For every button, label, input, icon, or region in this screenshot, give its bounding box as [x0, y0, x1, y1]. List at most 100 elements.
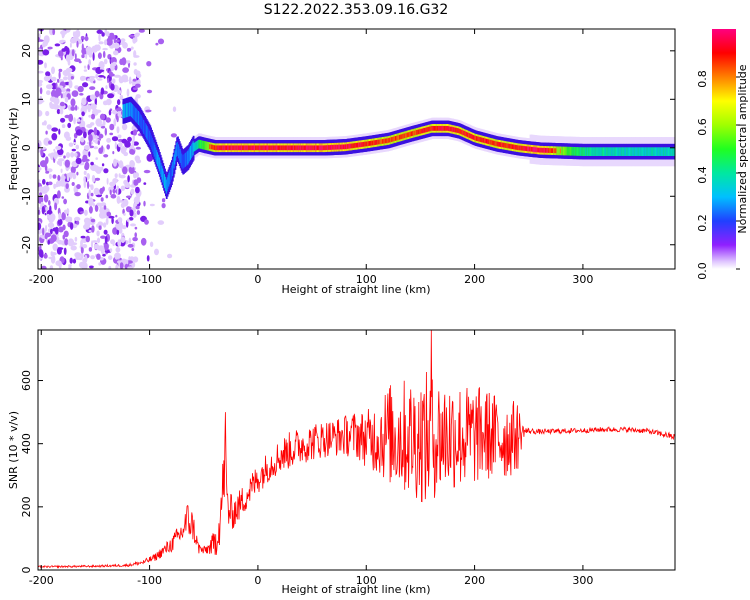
ridge-core	[425, 127, 428, 133]
noise-speckle	[65, 183, 69, 190]
ridge-core	[403, 133, 406, 139]
noise-speckle	[149, 203, 155, 207]
colorbar-label: Normalized spectral amplitude	[736, 64, 749, 233]
noise-speckle	[74, 152, 78, 157]
noise-speckle	[149, 241, 154, 248]
noise-speckle	[73, 117, 76, 125]
noise-speckle	[61, 124, 66, 129]
noise-speckle	[85, 235, 91, 243]
noise-speckle	[112, 109, 118, 115]
noise-speckle	[128, 256, 131, 262]
noise-speckle	[111, 216, 114, 225]
noise-speckle	[94, 204, 99, 212]
noise-speckle	[50, 266, 53, 269]
noise-speckle	[117, 134, 122, 139]
noise-speckle	[59, 108, 64, 115]
noise-speckle	[106, 211, 112, 217]
ridge-mid	[572, 146, 575, 156]
ridge-mid	[650, 147, 653, 156]
noise-speckle	[114, 255, 119, 260]
noise-speckle	[126, 218, 130, 223]
colorbar-ticks: 0.0 0.2 0.4 0.6 0.8	[696, 70, 740, 280]
ridge-core	[503, 142, 506, 148]
noise-speckle	[92, 52, 95, 61]
ridge-core	[477, 136, 480, 142]
ridge-core	[490, 140, 493, 145]
ridge-core	[529, 146, 532, 152]
ridge-core	[299, 145, 302, 151]
noise-speckle	[113, 158, 117, 167]
noise-speckle	[74, 192, 81, 197]
noise-speckle	[88, 229, 92, 233]
noise-speckle	[128, 166, 135, 174]
noise-speckle	[103, 205, 107, 210]
noise-speckle	[95, 157, 98, 160]
noise-speckle	[81, 120, 86, 128]
noise-speckle	[68, 80, 73, 89]
noise-speckle	[69, 222, 74, 230]
noise-speckle	[50, 251, 54, 257]
noise-speckle	[60, 30, 67, 36]
noise-speckle	[85, 53, 88, 60]
ridge-mid	[598, 147, 601, 156]
noise-speckle	[52, 174, 57, 179]
noise-speckle	[109, 132, 114, 136]
noise-speckle	[135, 146, 141, 150]
noise-speckle	[70, 152, 75, 158]
noise-speckle	[38, 179, 41, 183]
noise-speckle	[94, 177, 101, 181]
spectrogram-x-ticks: -200 -100 0 100 200 300	[29, 29, 593, 286]
ridge-mid	[659, 147, 662, 156]
noise-speckle	[110, 194, 117, 199]
noise-speckle	[102, 222, 107, 228]
noise-speckle	[118, 221, 124, 231]
noise-speckle	[100, 197, 104, 202]
ridge-mid	[620, 147, 623, 156]
noise-speckle	[71, 182, 75, 186]
noise-speckle	[116, 126, 120, 134]
noise-speckle	[76, 184, 81, 190]
noise-speckle	[70, 166, 76, 174]
noise-speckle	[146, 153, 154, 162]
noise-speckle	[74, 217, 80, 221]
noise-speckle	[83, 65, 87, 69]
noise-speckle	[90, 103, 97, 110]
noise-speckle	[48, 214, 53, 222]
noise-speckle	[118, 173, 121, 178]
noise-speckle	[41, 190, 48, 194]
noise-speckle	[71, 49, 75, 57]
x-tick-label: -100	[137, 273, 162, 286]
noise-speckle	[76, 40, 79, 48]
ridge-core	[373, 140, 376, 146]
noise-speckle	[99, 202, 102, 209]
x-tick-label: 200	[464, 273, 485, 286]
noise-speckle	[97, 78, 103, 81]
ridge-mid	[171, 162, 174, 177]
noise-speckle	[44, 186, 50, 190]
ridge-mid	[155, 147, 158, 162]
noise-speckle	[67, 122, 72, 129]
spectrogram-y-label: Frequency (Hz)	[7, 108, 20, 191]
noise-speckle	[135, 94, 141, 99]
noise-speckle	[61, 48, 67, 52]
noise-speckle	[58, 68, 63, 73]
noise-speckle	[104, 127, 108, 136]
noise-speckle	[51, 127, 59, 132]
noise-speckle	[69, 216, 73, 222]
x-tick-label: -200	[29, 273, 54, 286]
noise-speckle	[67, 238, 75, 247]
ridge-core	[360, 142, 363, 147]
snr-x-ticks: -200 -100 0 100 200 300	[29, 330, 593, 587]
noise-speckle	[38, 70, 44, 74]
snr-line	[38, 330, 675, 569]
noise-speckle	[38, 207, 42, 210]
noise-speckle	[57, 78, 60, 83]
noise-speckle	[144, 219, 149, 225]
noise-speckle	[62, 173, 65, 179]
noise-speckle	[42, 42, 46, 48]
ridge-core	[438, 126, 441, 131]
noise-speckle	[105, 85, 108, 90]
noise-speckle	[135, 186, 140, 194]
noise-speckle	[58, 128, 61, 135]
